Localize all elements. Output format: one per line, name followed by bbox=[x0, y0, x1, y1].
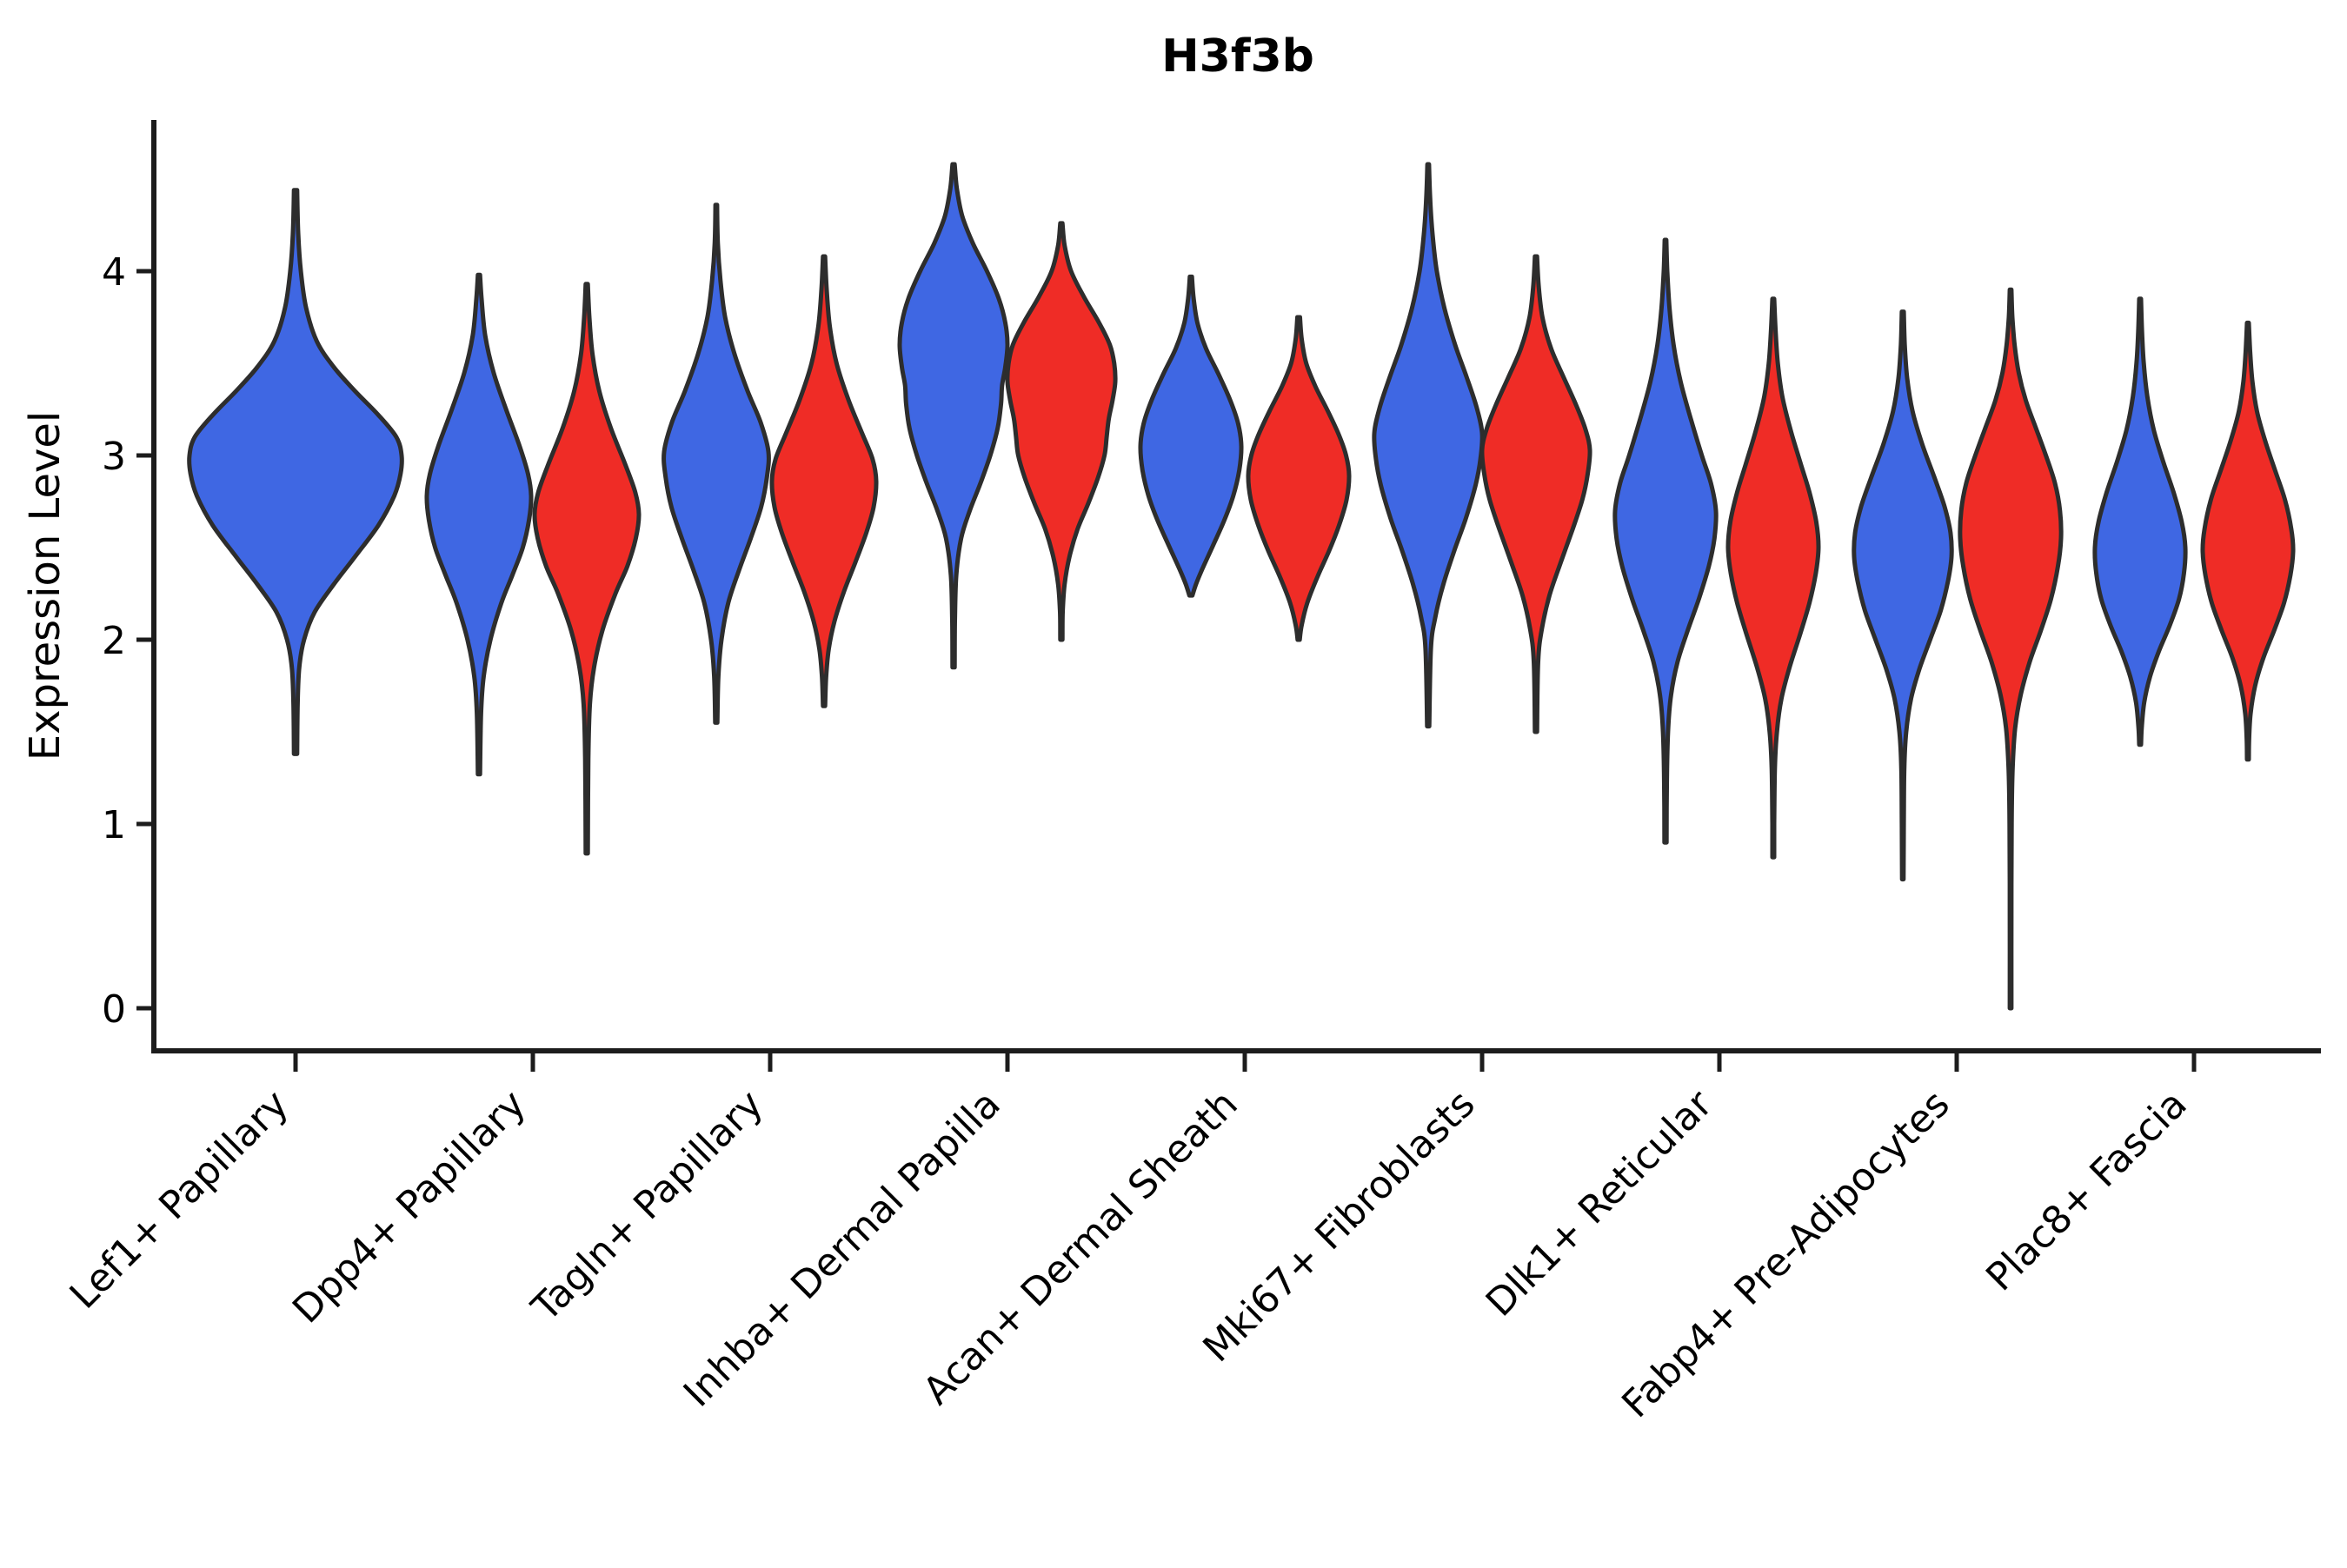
violin-fabp4-pre-adipocytes-red bbox=[1958, 287, 2064, 1011]
chart-title: H3f3b bbox=[1161, 30, 1314, 83]
violin-plac8-fascia-blue bbox=[2092, 296, 2188, 747]
violin-lef1-papillary-blue bbox=[187, 188, 404, 756]
y-tick-label: 1 bbox=[102, 803, 126, 847]
y-axis-ticks: 0 1 2 3 4 bbox=[102, 250, 154, 1032]
y-tick-label: 3 bbox=[102, 435, 126, 479]
violin-dlk1-reticular-red bbox=[1725, 296, 1821, 860]
y-tick-label: 4 bbox=[102, 250, 126, 295]
y-axis-label: Expression Level bbox=[21, 411, 70, 761]
violin-acan-dermal-sheath-blue bbox=[1138, 274, 1244, 598]
y-tick-label: 2 bbox=[102, 619, 126, 663]
violin-dpp4-papillary-red bbox=[532, 282, 642, 856]
violin-inhba-dermal-papilla-red bbox=[1005, 221, 1118, 642]
y-tick-label: 0 bbox=[102, 987, 126, 1032]
x-tick-label-plac8-fascia: Plac8+ Fascia bbox=[1978, 1082, 2196, 1300]
violin-fabp4-pre-adipocytes-blue bbox=[1852, 309, 1954, 882]
violins-layer bbox=[187, 162, 2296, 1011]
x-tick-label-lef1-papillary: Lef1+ Papillary bbox=[62, 1082, 297, 1318]
violin-plac8-fascia-red bbox=[2200, 320, 2296, 762]
violin-acan-dermal-sheath-red bbox=[1246, 315, 1352, 642]
violin-inhba-dermal-papilla-blue bbox=[897, 162, 1010, 670]
x-tick-label-dlk1-reticular: Dlk1+ Reticular bbox=[1478, 1081, 1722, 1325]
x-tick-label-tagln-papillary: Tagln+ Papillary bbox=[523, 1082, 772, 1331]
violin-tagln-papillary-blue bbox=[662, 203, 771, 725]
violin-mki67-fibroblasts-red bbox=[1479, 254, 1592, 734]
x-tick-label-dpp4-papillary: Dpp4+ Papillary bbox=[284, 1082, 535, 1332]
violin-tagln-papillary-red bbox=[769, 254, 879, 708]
x-tick-label-mki67-fibroblasts: Mki67+ Fibroblasts bbox=[1194, 1082, 1483, 1371]
violin-dlk1-reticular-blue bbox=[1612, 237, 1719, 845]
violin-dpp4-papillary-blue bbox=[424, 272, 534, 777]
violin-mki67-fibroblasts-blue bbox=[1372, 162, 1485, 729]
